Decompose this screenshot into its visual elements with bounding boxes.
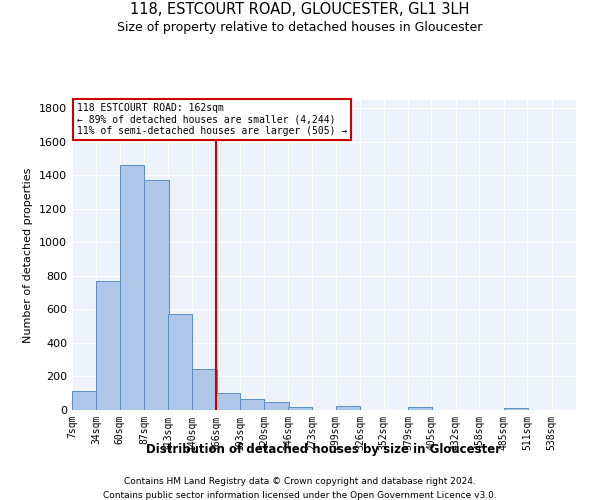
- Y-axis label: Number of detached properties: Number of detached properties: [23, 168, 34, 342]
- Bar: [144, 180, 169, 410]
- Bar: [336, 406, 360, 410]
- Text: Distribution of detached houses by size in Gloucester: Distribution of detached houses by size …: [146, 442, 502, 456]
- Bar: [240, 399, 265, 410]
- Bar: [504, 408, 528, 410]
- Bar: [120, 166, 144, 410]
- Bar: [215, 393, 240, 410]
- Bar: [408, 406, 433, 410]
- Text: Contains HM Land Registry data © Crown copyright and database right 2024.: Contains HM Land Registry data © Crown c…: [124, 478, 476, 486]
- Text: 118, ESTCOURT ROAD, GLOUCESTER, GL1 3LH: 118, ESTCOURT ROAD, GLOUCESTER, GL1 3LH: [130, 2, 470, 18]
- Text: 118 ESTCOURT ROAD: 162sqm
← 89% of detached houses are smaller (4,244)
11% of se: 118 ESTCOURT ROAD: 162sqm ← 89% of detac…: [77, 103, 347, 136]
- Text: Size of property relative to detached houses in Gloucester: Size of property relative to detached ho…: [118, 21, 482, 34]
- Bar: [97, 281, 121, 410]
- Bar: [72, 390, 97, 410]
- Bar: [265, 402, 289, 410]
- Bar: [192, 369, 217, 410]
- Text: Contains public sector information licensed under the Open Government Licence v3: Contains public sector information licen…: [103, 491, 497, 500]
- Bar: [168, 314, 192, 410]
- Bar: [288, 406, 312, 410]
